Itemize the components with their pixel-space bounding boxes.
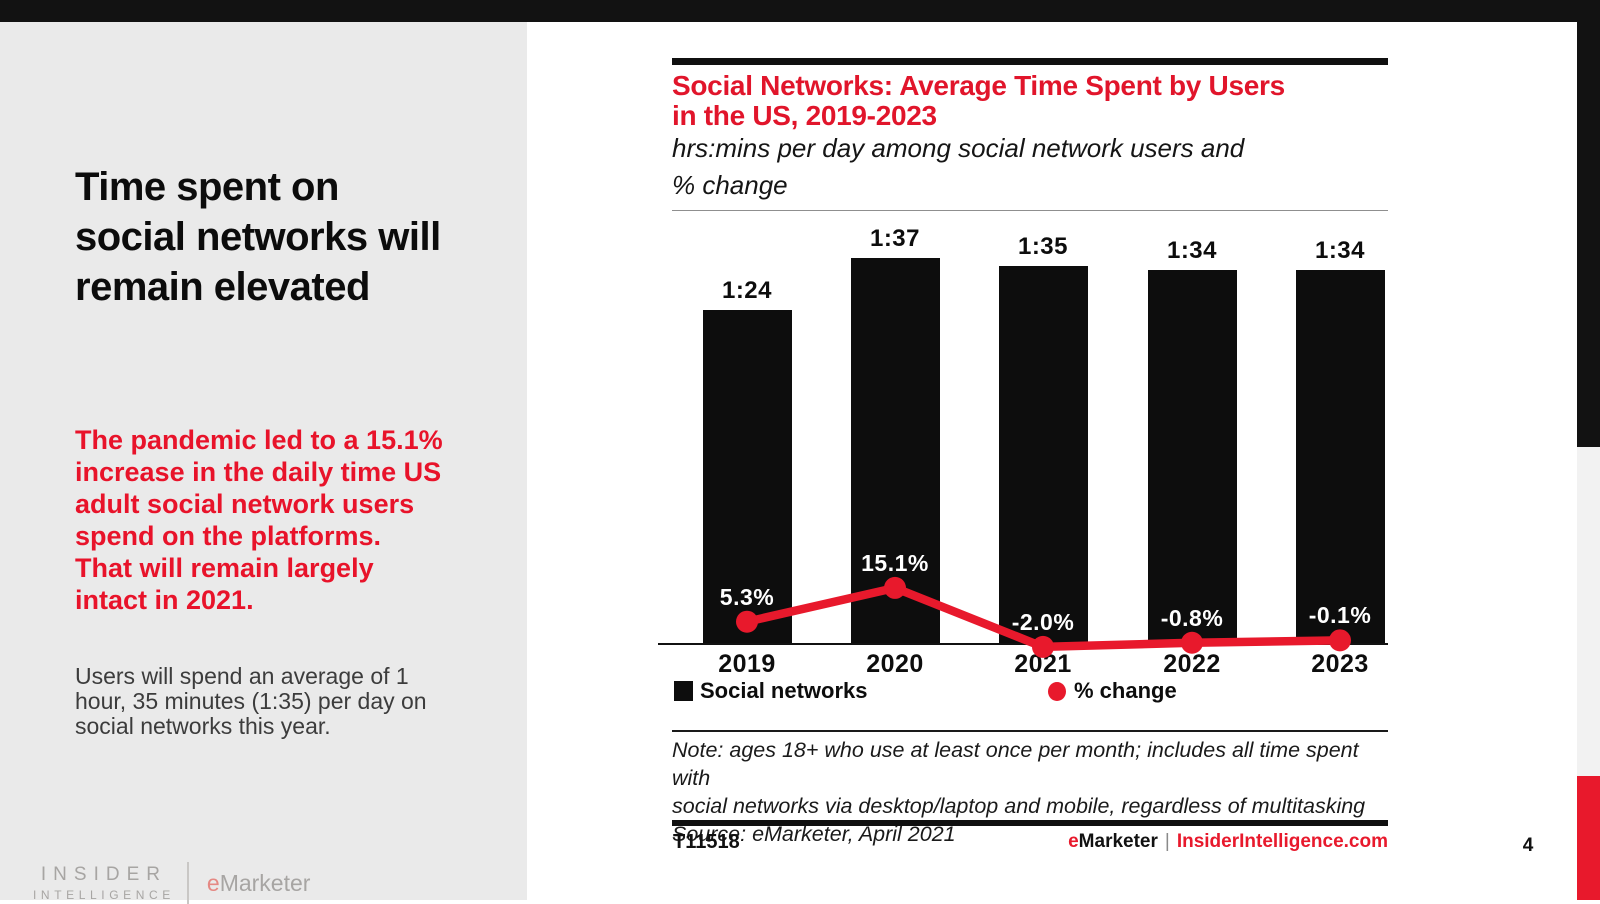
pct-change-label-2023: -0.1% (1308, 602, 1372, 629)
bar-value-2019: 1:24 (721, 276, 773, 304)
chart-title-line2: in the US, 2019-2023 (672, 100, 937, 131)
legend-label-pct-change: % change (1074, 678, 1177, 703)
x-tick-2023: 2023 (1311, 650, 1369, 678)
insider-intelligence-logo: INSIDER INTELLIGENCE eMarketer (33, 862, 310, 904)
footer-rule (672, 820, 1388, 826)
edge-strip-red (1577, 776, 1600, 900)
edge-strip-gray (1577, 447, 1600, 776)
emarketer-e: e (206, 869, 220, 896)
pct-change-label-2022: -0.8% (1160, 604, 1224, 631)
chart-subtitle: hrs:mins per day among social network us… (672, 130, 1244, 204)
bar-2021 (998, 265, 1088, 643)
chart-panel: Social Networks: Average Time Spent by U… (658, 0, 1388, 900)
x-tick-2020: 2020 (866, 650, 924, 678)
chart-id: T11518 (673, 831, 740, 853)
bar-value-2023: 1:34 (1314, 236, 1366, 264)
pct-change-label-2020: 15.1% (861, 549, 929, 576)
note-line3: Source: eMarketer, April 2021 (672, 822, 956, 846)
insider-wordmark: INSIDER INTELLIGENCE (33, 864, 175, 902)
body-paragraph: Users will spend an average of 1 hour, 3… (75, 663, 427, 739)
emarketer-wordmark: eMarketer (207, 870, 311, 897)
x-tick-2022: 2022 (1163, 650, 1221, 678)
chart-subtitle-line2: % change (672, 170, 788, 200)
legend-label-social-networks: Social networks (700, 678, 868, 703)
slide-title: Time spent on social networks will remai… (75, 165, 441, 309)
logo-line-insider: INSIDER (40, 864, 167, 885)
bar-2022 (1147, 269, 1237, 643)
pct-point-2022 (1181, 631, 1203, 654)
title-top-rule (672, 58, 1388, 65)
chart-title: Social Networks: Average Time Spent by U… (672, 71, 1285, 131)
bar-swatch-icon (674, 681, 693, 701)
pct-point-2021 (1032, 635, 1054, 658)
page-number: 4 (1522, 835, 1534, 856)
note-line2: social networks via desktop/laptop and m… (672, 794, 1366, 818)
pct-change-label-2019: 5.3% (719, 583, 775, 610)
bar-value-2022: 1:34 (1166, 236, 1218, 264)
line-dot-swatch-icon (1048, 681, 1066, 701)
bar-2019 (702, 309, 792, 643)
logo-line-intelligence: INTELLIGENCE (33, 888, 175, 902)
chart-title-line1: Social Networks: Average Time Spent by U… (672, 70, 1285, 101)
bar-value-2021: 1:35 (1017, 232, 1069, 260)
legend-item-social-networks: Social networks (674, 678, 868, 704)
bar-2023 (1295, 269, 1385, 643)
logo-divider (186, 862, 189, 904)
sidebar: Time spent on social networks will remai… (0, 22, 527, 904)
emarketer-rest: Marketer (219, 869, 311, 896)
top-black-bar (0, 0, 1600, 22)
footer-emarketer-e: e (1068, 831, 1079, 852)
chart-note: Note: ages 18+ who use at least once per… (672, 736, 1388, 848)
note-line1: Note: ages 18+ who use at least once per… (672, 738, 1359, 790)
highlight-paragraph: The pandemic led to a 15.1% increase in … (75, 425, 443, 615)
bar-value-2020: 1:37 (869, 224, 921, 252)
x-axis-line (658, 643, 1388, 645)
legend-item-pct-change: % change (1048, 678, 1177, 704)
pct-point-2020 (884, 576, 906, 599)
pct-change-line (736, 576, 1351, 658)
combo-chart-plot: 1:24 2019 5.3% 1:37 2020 15.1% 1:35 2021 -2.0% 1:… (658, 0, 1388, 900)
note-rule (672, 730, 1388, 732)
pct-point-2019 (736, 610, 758, 633)
footer-brand-links: eMarketer | InsiderIntelligence.com (1068, 831, 1388, 853)
right-edge-strip (1577, 0, 1600, 900)
chart-subtitle-line1: hrs:mins per day among social network us… (672, 133, 1245, 163)
pct-point-2023 (1329, 629, 1351, 652)
edge-strip-black (1577, 0, 1600, 447)
subtitle-rule (672, 210, 1388, 211)
footer-emarketer-rest: Marketer (1078, 831, 1158, 852)
footer-divider: | (1164, 831, 1170, 852)
pct-change-label-2021: -2.0% (1011, 608, 1075, 635)
x-tick-2019: 2019 (718, 650, 776, 678)
footer-site-link[interactable]: InsiderIntelligence.com (1176, 831, 1388, 852)
